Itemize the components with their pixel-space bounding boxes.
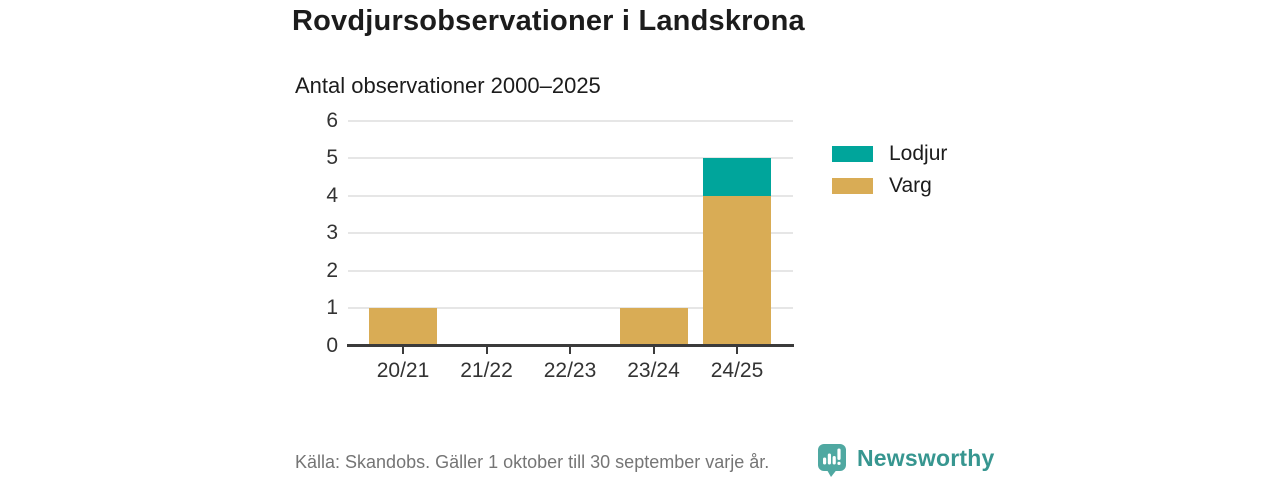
x-axis-tick (485, 347, 488, 354)
legend-label: Varg (889, 174, 932, 197)
legend-label: Lodjur (889, 142, 948, 165)
gridline (348, 307, 793, 310)
brand-name: Newsworthy (857, 445, 995, 471)
page-title: Rovdjursobservationer i Landskrona (292, 5, 805, 37)
x-axis-tick-label: 24/25 (710, 359, 764, 382)
y-axis-tick-label: 2 (326, 258, 338, 282)
gridline (348, 120, 793, 122)
x-axis-tick (736, 347, 738, 354)
newsworthy-logo-icon (817, 443, 848, 480)
bar-segment-varg (619, 308, 688, 346)
legend-item-lodjur: Lodjur (832, 143, 947, 165)
y-axis-tick-label: 4 (326, 183, 338, 207)
gridline (348, 194, 793, 197)
bar-segment-lodjur (703, 158, 771, 196)
y-axis-tick-label: 0 (326, 333, 338, 357)
x-axis-line (347, 344, 794, 347)
legend-swatch (832, 146, 873, 162)
y-axis-tick-label: 6 (326, 109, 338, 132)
x-axis-tick-label: 23/24 (627, 359, 680, 382)
legend-item-varg: Varg (832, 175, 932, 197)
x-axis-tick (652, 347, 655, 354)
x-axis-tick-label: 20/21 (376, 359, 430, 382)
brand-lockup: Newsworthy (817, 443, 994, 480)
x-axis-tick-label: 21/22 (460, 359, 513, 382)
x-axis-tick-label: 22/23 (543, 359, 597, 382)
source-note: Källa: Skandobs. Gäller 1 oktober till 3… (295, 452, 770, 472)
y-axis-tick-label: 3 (326, 221, 338, 245)
y-axis-tick-label: 1 (326, 296, 338, 320)
bar-segment-varg (703, 195, 771, 346)
y-axis-tick-label: 5 (326, 146, 338, 170)
chart-subtitle: Antal observationer 2000–2025 (295, 73, 601, 98)
bar-segment-varg (369, 308, 437, 346)
legend-swatch (832, 178, 873, 194)
x-axis-tick (569, 347, 571, 354)
x-axis-tick (402, 347, 404, 354)
gridline (348, 232, 793, 235)
gridline (348, 269, 793, 272)
gridline (348, 157, 793, 160)
